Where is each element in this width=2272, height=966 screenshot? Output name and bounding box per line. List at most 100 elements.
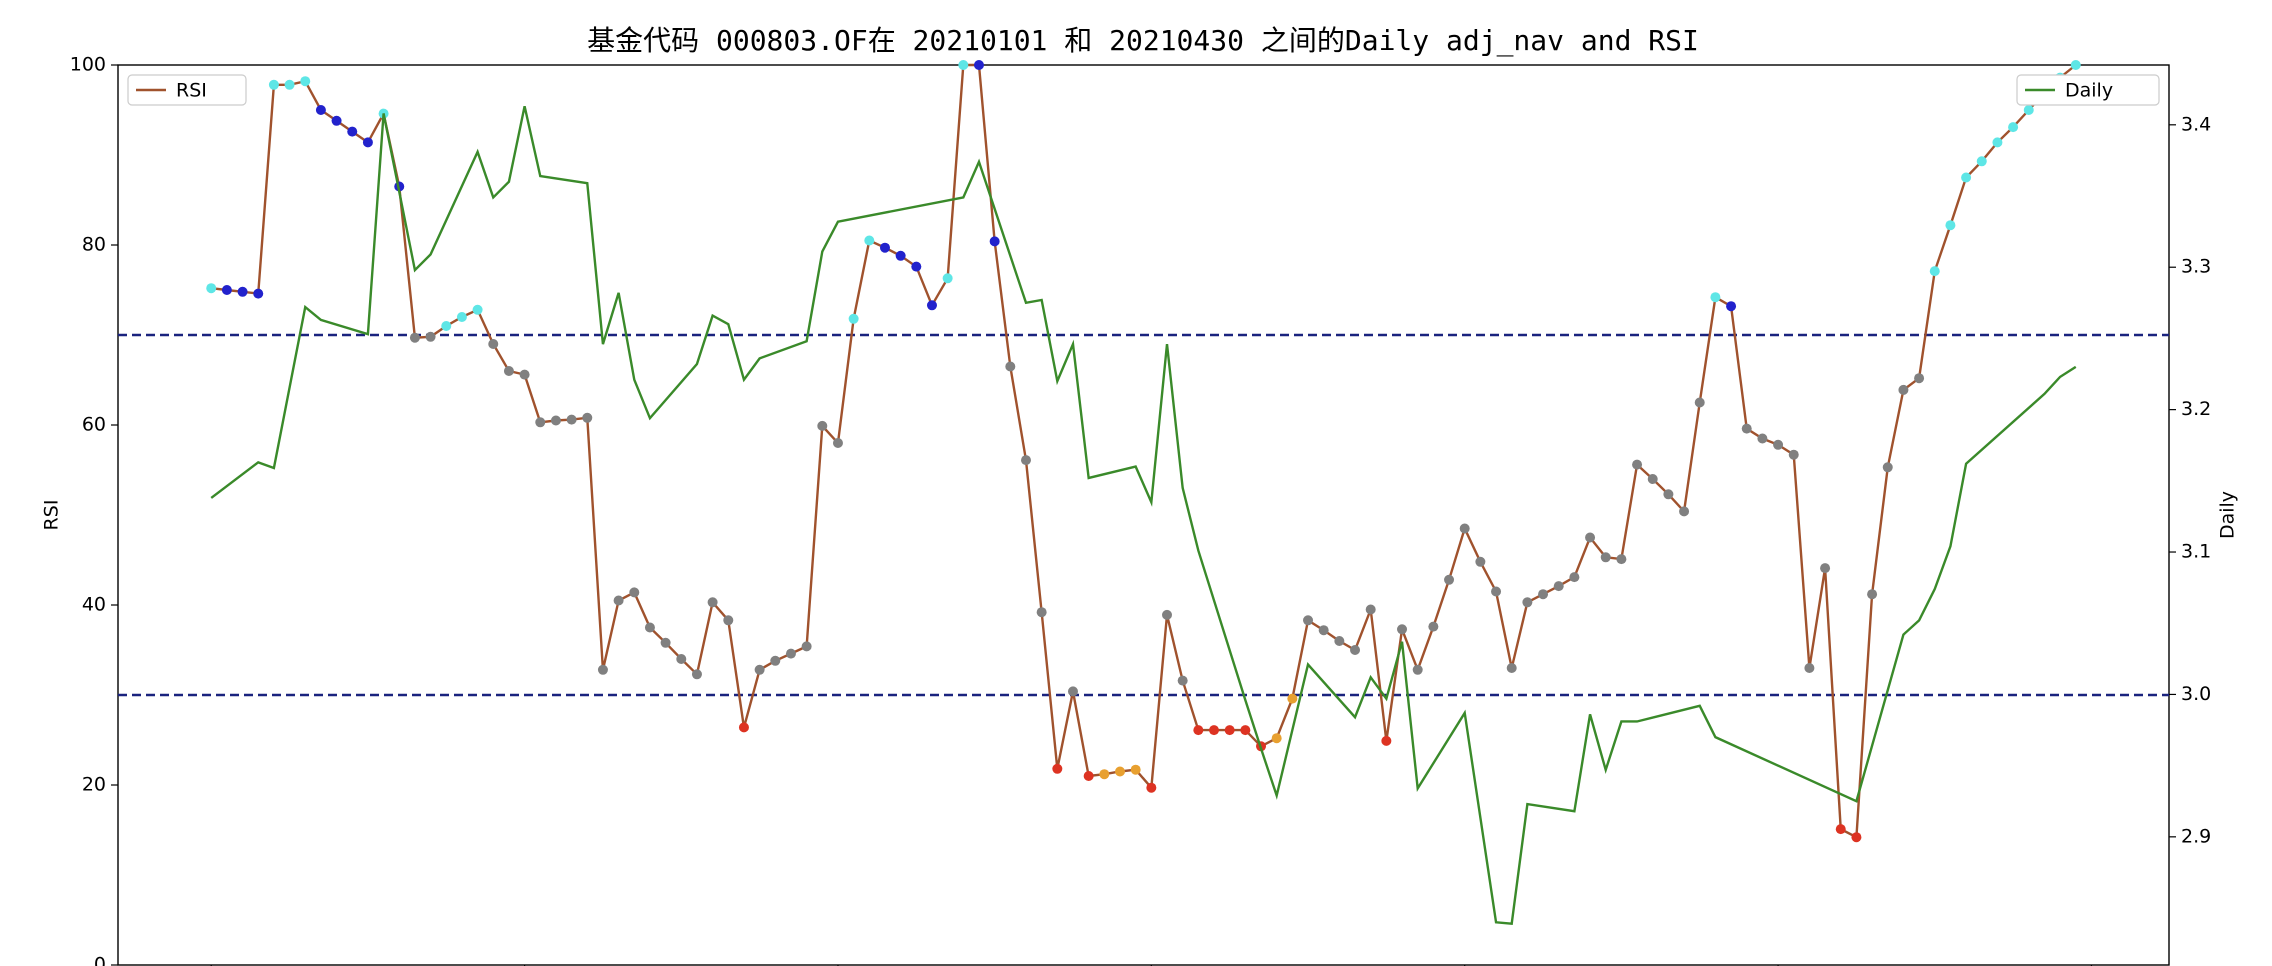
series-marker	[1898, 384, 1909, 395]
series-marker	[1757, 433, 1768, 444]
series-marker	[441, 321, 452, 331]
series-marker	[488, 339, 499, 349]
y-axis-label: RSI	[41, 500, 63, 531]
series-marker	[1067, 686, 1078, 697]
series-marker	[895, 250, 906, 261]
series-marker	[1303, 615, 1314, 626]
series-marker	[503, 366, 514, 376]
series-marker	[754, 664, 765, 675]
y2-tick-label: 3.2	[2181, 398, 2211, 420]
y2-tick-label: 3.0	[2181, 683, 2211, 705]
series-marker	[1193, 725, 1204, 736]
series-marker	[221, 285, 232, 295]
series-marker	[1804, 663, 1815, 673]
series-marker	[456, 312, 467, 322]
series-marker	[315, 105, 326, 115]
y-tick-label: 0	[94, 954, 106, 966]
series-marker	[926, 300, 937, 311]
legend-box	[2016, 74, 2160, 106]
plot-frame	[117, 64, 2170, 966]
series-marker	[253, 288, 264, 299]
series-marker	[1412, 664, 1423, 675]
series-marker	[1287, 693, 1298, 704]
series-marker	[660, 637, 671, 648]
series-marker	[1177, 675, 1188, 686]
series-marker	[1114, 766, 1125, 777]
series-marker	[1663, 489, 1674, 500]
series-marker	[1569, 572, 1580, 583]
series-marker	[1773, 439, 1784, 450]
legend-label: RSI	[176, 80, 207, 102]
series-marker	[1553, 581, 1564, 592]
series-marker	[237, 286, 248, 297]
y-tick-label: 40	[82, 594, 106, 616]
series-marker	[738, 722, 749, 733]
series-marker	[1475, 556, 1486, 567]
series-marker	[1945, 220, 1956, 231]
series-marker	[519, 369, 530, 380]
series-marker	[1679, 506, 1690, 517]
series-marker	[2008, 122, 2019, 133]
series-marker	[691, 669, 702, 680]
series-marker	[1224, 725, 1235, 736]
series-marker	[1600, 552, 1611, 563]
series-marker	[1334, 636, 1345, 646]
series-marker	[676, 654, 687, 664]
series-line	[210, 106, 2077, 926]
series-marker	[1647, 474, 1658, 484]
y-tick-label: 100	[70, 54, 106, 76]
y2-tick-label: 3.3	[2181, 256, 2211, 278]
series-marker	[785, 648, 796, 659]
series-marker	[973, 60, 984, 70]
series-marker	[1099, 769, 1110, 780]
series-marker	[1882, 462, 1893, 473]
series-marker	[801, 641, 812, 652]
series-marker	[409, 332, 420, 343]
series-marker	[942, 273, 953, 284]
series-marker	[989, 236, 1000, 247]
series-marker	[1209, 725, 1220, 736]
y2-tick-label: 2.9	[2181, 825, 2211, 847]
series-marker	[1788, 449, 1799, 460]
series-marker	[1914, 373, 1925, 384]
chart-title: 基金代码 000803.OF在 20210101 和 20210430 之间的D…	[587, 24, 1699, 58]
legend-label: Daily	[2065, 80, 2113, 102]
y2-axis-label: Daily	[2217, 491, 2239, 539]
series-marker	[1428, 621, 1439, 632]
series-marker	[535, 417, 546, 428]
series-marker	[206, 283, 217, 294]
y2-tick-label: 3.1	[2181, 541, 2211, 563]
legend-box	[127, 74, 247, 106]
series-marker	[1083, 771, 1094, 781]
series-marker	[1929, 266, 1940, 277]
series-marker	[707, 597, 718, 608]
series-marker	[1867, 589, 1878, 600]
series-marker	[723, 615, 734, 626]
series-marker	[911, 261, 922, 272]
series-marker	[1726, 301, 1737, 312]
series-marker	[613, 595, 624, 606]
series-marker	[2023, 105, 2034, 115]
series-marker	[1820, 563, 1831, 574]
series-marker	[1397, 624, 1408, 635]
series-marker	[1036, 607, 1047, 618]
series-marker	[582, 412, 593, 423]
series-marker	[1538, 589, 1549, 600]
series-marker	[2070, 60, 2081, 70]
series-marker	[550, 415, 561, 426]
series-marker	[425, 331, 436, 342]
series-marker	[1522, 597, 1533, 608]
y-tick-label: 80	[82, 234, 106, 256]
series-marker	[472, 304, 483, 315]
series-marker	[1585, 532, 1596, 543]
series-marker	[1020, 455, 1031, 466]
series-marker	[1632, 459, 1643, 470]
series-marker	[1491, 586, 1502, 597]
series-marker	[1162, 609, 1173, 620]
series-marker	[629, 587, 640, 598]
series-marker	[597, 664, 608, 675]
series-marker	[1271, 733, 1282, 744]
series-marker	[644, 622, 655, 633]
series-marker	[848, 313, 859, 324]
series-marker	[1130, 764, 1141, 775]
